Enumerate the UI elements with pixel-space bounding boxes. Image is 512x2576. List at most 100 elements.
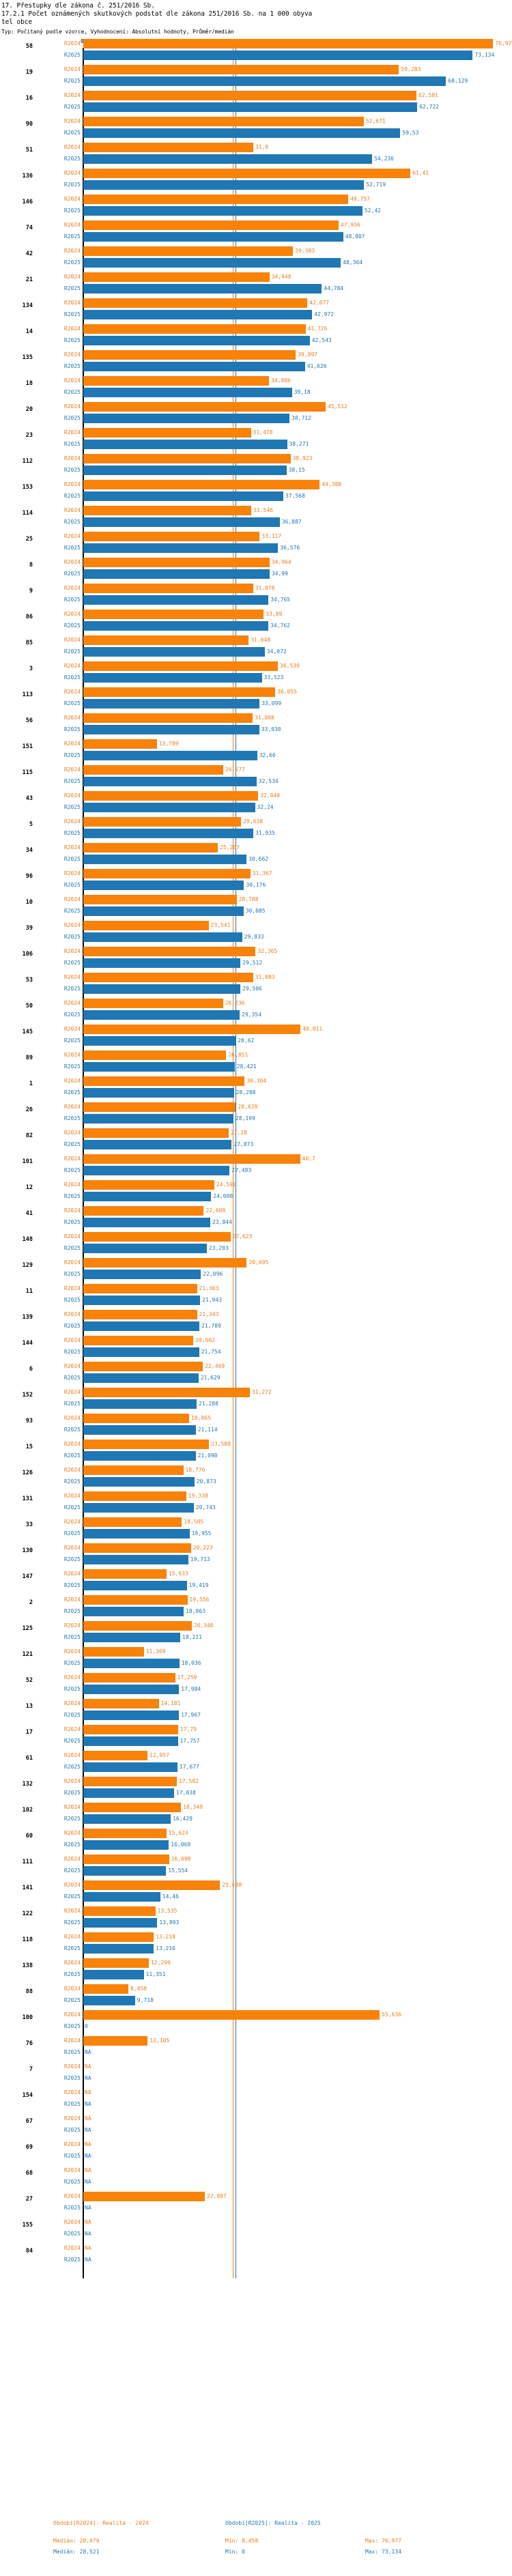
- bar[interactable]: [83, 143, 253, 152]
- bar[interactable]: [83, 324, 306, 334]
- bar[interactable]: [83, 39, 494, 48]
- bar[interactable]: [83, 362, 305, 371]
- bar[interactable]: [83, 102, 418, 112]
- bar[interactable]: [83, 1036, 236, 1046]
- bar[interactable]: [83, 543, 279, 553]
- bar[interactable]: [83, 117, 364, 126]
- bar[interactable]: [83, 1543, 191, 1553]
- bar[interactable]: [83, 1128, 229, 1138]
- bar[interactable]: [83, 1855, 169, 1864]
- bar[interactable]: [83, 232, 343, 242]
- bar[interactable]: [83, 76, 446, 86]
- bar[interactable]: [83, 1944, 154, 1954]
- bar[interactable]: [83, 1347, 199, 1357]
- bar[interactable]: [83, 1958, 149, 1968]
- bar[interactable]: [83, 1647, 144, 1657]
- bar[interactable]: [83, 725, 259, 734]
- bar[interactable]: [83, 569, 270, 579]
- bar[interactable]: [83, 635, 249, 645]
- bar[interactable]: [83, 1996, 135, 2005]
- bar[interactable]: [83, 1465, 184, 1475]
- bar[interactable]: [83, 350, 296, 360]
- bar[interactable]: [83, 647, 265, 657]
- bar[interactable]: [83, 1892, 160, 1902]
- bar[interactable]: [83, 440, 287, 449]
- bar[interactable]: [83, 1725, 178, 1734]
- bar[interactable]: [83, 220, 339, 230]
- bar[interactable]: [83, 1321, 199, 1331]
- bar[interactable]: [83, 1284, 197, 1293]
- bar[interactable]: [83, 65, 399, 74]
- bar[interactable]: [83, 258, 341, 268]
- bar[interactable]: [83, 169, 410, 178]
- bar[interactable]: [83, 414, 289, 423]
- bar[interactable]: [83, 713, 253, 723]
- bar[interactable]: [83, 1388, 250, 1397]
- bar[interactable]: [83, 1062, 235, 1072]
- bar[interactable]: [83, 765, 223, 775]
- bar[interactable]: [83, 402, 326, 412]
- bar[interactable]: [83, 310, 313, 319]
- bar[interactable]: [83, 855, 247, 864]
- bar[interactable]: [83, 1477, 195, 1487]
- bar[interactable]: [83, 1633, 180, 1642]
- bar[interactable]: [83, 610, 264, 619]
- bar[interactable]: [83, 1595, 188, 1605]
- bar[interactable]: [83, 973, 253, 982]
- bar[interactable]: [83, 1906, 156, 1916]
- bar[interactable]: [83, 284, 322, 294]
- bar[interactable]: [83, 480, 320, 489]
- bar[interactable]: [83, 1984, 128, 1994]
- bar[interactable]: [83, 1140, 232, 1149]
- bar[interactable]: [83, 298, 308, 308]
- bar[interactable]: [83, 506, 252, 515]
- bar[interactable]: [83, 154, 372, 164]
- bar[interactable]: [83, 1517, 182, 1527]
- bar[interactable]: [83, 1425, 196, 1435]
- bar[interactable]: [83, 1777, 177, 1786]
- bar[interactable]: [83, 1829, 167, 1838]
- bar[interactable]: [83, 1336, 194, 1345]
- bar[interactable]: [83, 454, 291, 463]
- bar[interactable]: [83, 1399, 197, 1409]
- bar[interactable]: [83, 1258, 247, 1268]
- bar[interactable]: [83, 1569, 167, 1579]
- bar[interactable]: [83, 376, 270, 386]
- bar[interactable]: [83, 2192, 205, 2201]
- bar[interactable]: [83, 1503, 194, 1513]
- bar[interactable]: [83, 128, 401, 138]
- bar[interactable]: [83, 1270, 201, 1279]
- bar[interactable]: [83, 1751, 147, 1760]
- bar[interactable]: [83, 999, 223, 1008]
- bar[interactable]: [83, 1218, 210, 1227]
- bar[interactable]: [83, 1866, 167, 1876]
- bar[interactable]: [83, 1880, 221, 1890]
- bar[interactable]: [83, 1932, 154, 1942]
- bar[interactable]: [83, 195, 349, 204]
- bar[interactable]: [83, 466, 287, 475]
- bar[interactable]: [83, 1050, 227, 1060]
- bar[interactable]: [83, 687, 276, 697]
- bar[interactable]: [83, 532, 260, 541]
- bar[interactable]: [83, 1762, 177, 1772]
- bar[interactable]: [83, 428, 251, 438]
- bar[interactable]: [83, 272, 270, 282]
- bar[interactable]: [83, 1673, 175, 1683]
- bar[interactable]: [83, 1581, 187, 1590]
- bar[interactable]: [83, 584, 253, 593]
- bar[interactable]: [83, 803, 255, 812]
- bar[interactable]: [83, 621, 269, 631]
- bar[interactable]: [83, 246, 294, 256]
- bar[interactable]: [83, 206, 362, 216]
- bar[interactable]: [83, 1192, 212, 1201]
- bar[interactable]: [83, 1788, 174, 1798]
- bar[interactable]: [83, 1232, 231, 1242]
- bar[interactable]: [83, 1736, 178, 1746]
- bar[interactable]: [83, 2010, 380, 2020]
- bar[interactable]: [83, 817, 242, 827]
- bar[interactable]: [83, 388, 292, 397]
- bar[interactable]: [83, 1840, 169, 1850]
- bar[interactable]: [83, 661, 278, 671]
- bar[interactable]: [83, 739, 157, 749]
- bar[interactable]: [83, 921, 209, 930]
